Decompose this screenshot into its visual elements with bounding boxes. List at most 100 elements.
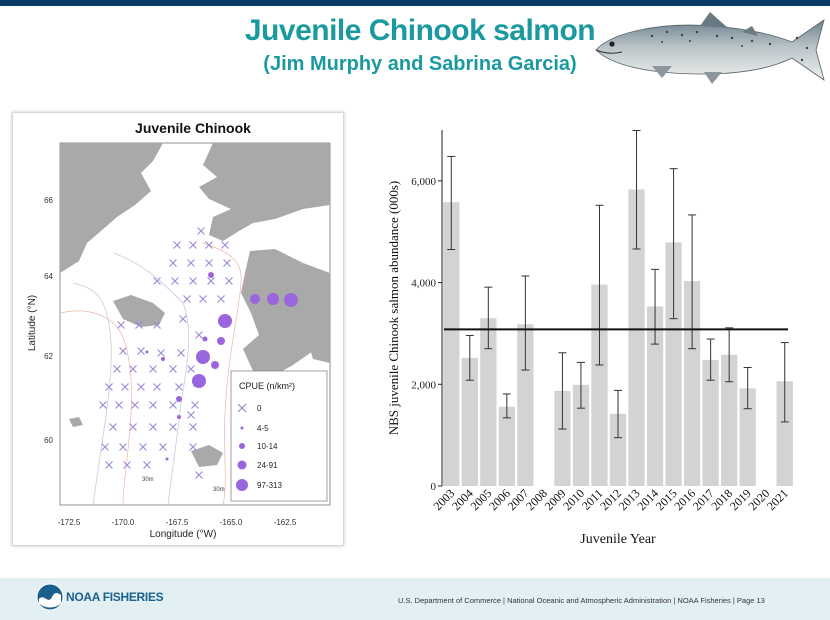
salmon-illustration [595, 12, 825, 84]
station-zero-marker [105, 461, 113, 469]
station-zero-marker [129, 365, 137, 373]
station-zero-marker [129, 423, 137, 431]
station-markers [99, 227, 298, 479]
station-zero-marker [169, 401, 177, 409]
depth-label: 30m [142, 477, 154, 483]
station-zero-marker [169, 423, 177, 431]
y-tick-label: 2,000 [411, 379, 436, 391]
station-cpue-marker [208, 272, 214, 278]
station-zero-marker [101, 443, 109, 451]
station-zero-marker [205, 241, 213, 249]
chart-x-label: Juvenile Year [580, 532, 656, 547]
station-zero-marker [183, 295, 191, 303]
bar [646, 306, 664, 486]
station-zero-marker [187, 365, 195, 373]
footer-text: U.S. Department of Commerce | National O… [398, 596, 765, 605]
legend-marker [239, 443, 245, 449]
bar [498, 406, 515, 486]
station-zero-marker [113, 365, 121, 373]
station-zero-marker [199, 295, 207, 303]
station-zero-marker [187, 411, 195, 419]
map-y-label: Latitude (°N) [27, 295, 38, 351]
bar [591, 284, 608, 486]
station-zero-marker [153, 383, 161, 391]
station-zero-marker [175, 383, 183, 391]
station-zero-marker [221, 241, 229, 249]
station-zero-marker [217, 295, 225, 303]
x-tick-label: -162.5 [274, 518, 297, 527]
station-zero-marker [177, 349, 185, 357]
station-cpue-marker [145, 350, 149, 354]
x-ticks: 2003200420052006200720082009201020112012… [431, 486, 791, 513]
legend-label: 97-313 [257, 481, 282, 490]
legend-marker [240, 426, 244, 430]
map-legend: CPUE (n/km²) 0 4-5 10-14 24-91 97-313 [230, 370, 328, 502]
station-zero-marker [189, 443, 197, 451]
slide-title: Juvenile Chinook salmon [244, 14, 596, 47]
station-zero-marker [123, 461, 131, 469]
y-tick-label: 60 [44, 436, 53, 445]
bar [739, 388, 756, 486]
bar [461, 357, 478, 486]
x-tick-label: -172.5 [58, 518, 81, 527]
legend-marker [237, 460, 247, 470]
landmasses [60, 143, 330, 505]
map-title: Juvenile Chinook [135, 120, 251, 136]
top-bar [0, 0, 830, 6]
station-cpue-marker [176, 396, 182, 402]
station-cpue-marker [192, 374, 206, 388]
station-zero-marker [119, 347, 127, 355]
y-tick-label: 64 [44, 272, 53, 281]
station-zero-marker [143, 461, 151, 469]
station-zero-marker [187, 259, 195, 267]
bar [554, 390, 571, 486]
station-cpue-marker [267, 293, 279, 305]
station-zero-marker [159, 443, 167, 451]
station-zero-marker [169, 365, 177, 373]
station-cpue-marker [211, 361, 219, 369]
bar [480, 318, 497, 486]
slide-subtitle: (Jim Murphy and Sabrina Garcia) [263, 53, 577, 75]
station-zero-marker [149, 365, 157, 373]
y-tick-label: 62 [44, 352, 53, 361]
bar [721, 354, 738, 486]
station-zero-marker [137, 347, 145, 355]
legend-label: 0 [257, 404, 262, 413]
x-tick-label: -170.0 [112, 518, 135, 527]
station-zero-marker [137, 383, 145, 391]
station-cpue-marker [218, 314, 232, 328]
station-zero-marker [169, 259, 177, 267]
legend-label: 4-5 [257, 424, 269, 433]
y-tick-label: 4,000 [411, 278, 436, 290]
station-zero-marker [99, 401, 107, 409]
map-panel: Juvenile Chinook 30m 30m -172 [12, 112, 344, 546]
station-zero-marker [139, 443, 147, 451]
station-zero-marker [173, 241, 181, 249]
station-zero-marker [131, 401, 139, 409]
station-cpue-marker [284, 293, 298, 307]
footer-band [0, 578, 830, 620]
legend-marker [236, 479, 248, 491]
station-cpue-marker [217, 337, 225, 345]
noaa-logo-icon [36, 583, 64, 611]
station-zero-marker [121, 383, 129, 391]
station-zero-marker [115, 401, 123, 409]
error-bars-group [447, 130, 789, 439]
station-zero-marker [195, 471, 203, 479]
station-cpue-marker [196, 350, 210, 364]
bar [628, 189, 645, 486]
station-zero-marker [205, 259, 213, 267]
station-zero-marker [153, 321, 161, 329]
map-x-label: Longitude (°W) [150, 529, 217, 540]
bar [702, 359, 719, 486]
bar [609, 413, 627, 486]
station-zero-marker [149, 401, 157, 409]
station-zero-marker [109, 423, 117, 431]
x-tick-label: 2021 [764, 486, 791, 513]
station-cpue-marker [250, 294, 260, 304]
chart-y-label: NBS juvenile Chinook salmon abundance (0… [386, 181, 401, 436]
y-tick-label: 0 [431, 481, 437, 493]
station-zero-marker [207, 277, 215, 285]
station-zero-marker [225, 277, 233, 285]
y-tick-label: 66 [44, 196, 53, 205]
